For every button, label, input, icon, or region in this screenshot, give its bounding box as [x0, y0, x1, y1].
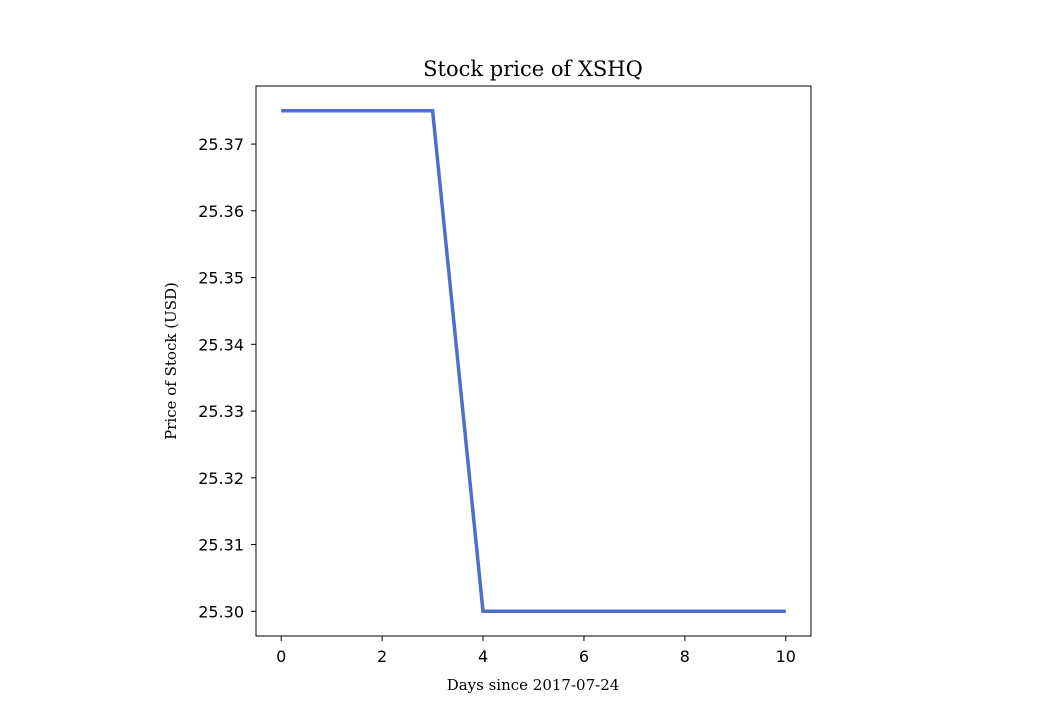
series-line — [281, 108, 786, 614]
x-tick-label: 2 — [377, 647, 387, 666]
y-tick-label: 25.33 — [198, 402, 244, 421]
y-tick-label: 25.36 — [198, 202, 244, 221]
y-tick-label: 25.30 — [198, 602, 244, 621]
chart-title: Stock price of XSHQ — [423, 57, 643, 81]
y-tick-label: 25.34 — [198, 335, 244, 354]
x-tick-label: 6 — [579, 647, 589, 666]
x-axis: 0 2 4 6 8 10 — [276, 636, 796, 666]
y-axis-label: Price of Stock (USD) — [162, 282, 180, 440]
plot-area-frame — [255, 85, 812, 637]
y-axis: 25.30 25.31 25.32 25.33 25.34 25.35 25.36 25.37 — [198, 135, 256, 621]
y-tick-label: 25.32 — [198, 469, 244, 488]
x-tick-label: 10 — [776, 647, 796, 666]
y-tick-label: 25.35 — [198, 269, 244, 288]
series-layer — [281, 108, 786, 614]
x-tick-label: 0 — [276, 647, 286, 666]
x-tick-label: 4 — [478, 647, 488, 666]
x-tick-label: 8 — [680, 647, 690, 666]
x-axis-label: Days since 2017-07-24 — [447, 676, 620, 694]
y-tick-label: 25.37 — [198, 135, 244, 154]
y-tick-label: 25.31 — [198, 536, 244, 555]
